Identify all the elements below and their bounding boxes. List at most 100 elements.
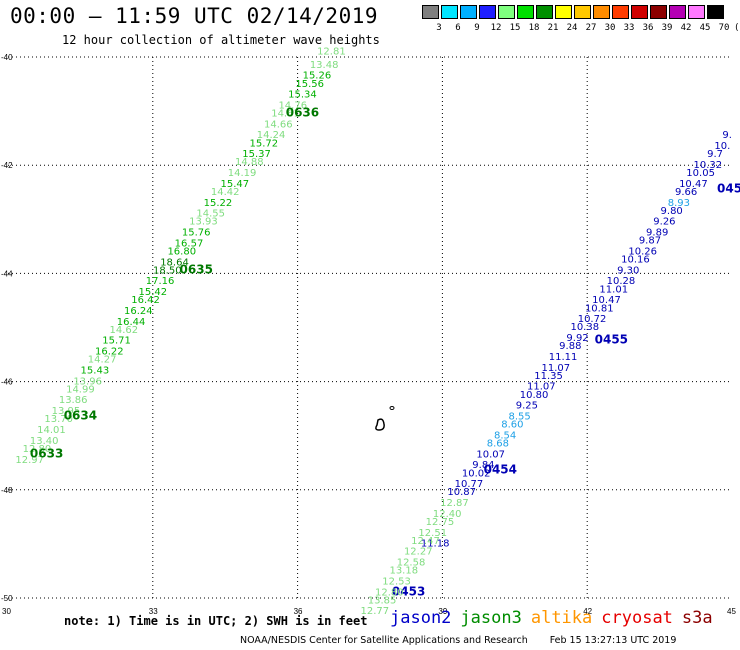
wave-height-value: 9.66	[675, 187, 697, 198]
wave-height-value: 12.77	[361, 606, 390, 617]
wave-height-value: 8.54	[494, 430, 516, 441]
wave-height-value: 10.81	[585, 303, 614, 314]
lon-label: 33	[149, 607, 158, 616]
wave-height-value: 10.47	[592, 295, 621, 306]
wave-height-value: 10.05	[686, 168, 715, 179]
scale-label: 9	[474, 23, 480, 33]
wave-height-value: 16.24	[124, 306, 153, 317]
wave-height-value: 13.70	[44, 414, 73, 425]
wave-height-value: 15.71	[102, 336, 131, 347]
scale-swatch	[498, 5, 515, 19]
wave-height-value: 14.61	[271, 109, 300, 120]
wave-height-value: 10.72	[578, 314, 607, 325]
wave-height-value: 10.87	[447, 487, 476, 498]
scale-swatch	[669, 5, 686, 19]
wave-height-value: 9.88	[559, 341, 581, 352]
wave-height-value: 12.80	[23, 444, 52, 455]
wave-height-value: 10.32	[694, 160, 723, 171]
scale-swatch	[441, 5, 458, 19]
wave-height-value: 13.93	[189, 217, 218, 228]
wave-height-value: 11.35	[534, 371, 563, 382]
wave-height-value: 10.80	[520, 390, 549, 401]
island-shape	[389, 406, 395, 410]
lat-label: -46	[1, 378, 13, 387]
pass-time-label: 0455	[595, 333, 628, 347]
wave-height-value: 18.50	[153, 265, 182, 276]
wave-height-value: 15.37	[242, 149, 271, 160]
wave-height-value: 13.40	[30, 436, 59, 447]
wave-height-value: 11.18	[421, 539, 450, 550]
scale-label: 15	[509, 23, 521, 33]
scale-label: 18	[528, 23, 540, 33]
footnote: note: 1) Time is in UTC; 2) SWH is in fe…	[64, 614, 368, 628]
scale-label: 12	[490, 23, 502, 33]
wave-height-value: 9.89	[646, 228, 668, 239]
wave-height-value: 16.44	[117, 317, 146, 328]
scale-swatch	[555, 5, 572, 19]
wave-height-value: 14.99	[66, 384, 95, 395]
page-title: 00:00 – 11:59 UTC 02/14/2019	[10, 4, 379, 28]
wave-height-value: 12.80	[375, 587, 404, 598]
lat-label: -42	[1, 161, 13, 170]
wave-height-value: 10.28	[607, 276, 636, 287]
wave-height-value: 16.22	[95, 347, 124, 358]
wave-height-value: 14.62	[110, 325, 139, 336]
wave-height-value: 13.18	[389, 566, 418, 577]
wave-height-value: 10.26	[628, 246, 657, 257]
wave-height-value: 10.77	[455, 479, 484, 490]
wave-height-value: 15.22	[204, 198, 233, 209]
scale-swatch	[612, 5, 629, 19]
lat-label: -50	[1, 594, 13, 603]
wave-height-value: 15.72	[249, 138, 278, 149]
wave-height-value: 12.47	[411, 536, 440, 547]
scale-swatch	[460, 5, 477, 19]
wave-height-value: 8.55	[508, 411, 530, 422]
wave-height-value: 12.81	[317, 46, 346, 57]
pass-time-label: 0453	[392, 584, 425, 598]
wave-height-value: 12.27	[404, 547, 433, 558]
wave-height-value: 14.24	[257, 130, 286, 141]
wave-height-value: 9.	[722, 130, 732, 141]
scale-label: 6	[455, 23, 461, 33]
wave-height-value: 11.07	[542, 363, 571, 374]
timestamp: Feb 15 13:27:13 UTC 2019	[549, 635, 677, 646]
wave-height-value: 13.95	[52, 406, 81, 417]
wave-height-value: 15.43	[81, 365, 110, 376]
wave-height-value: 16.42	[131, 295, 160, 306]
scale-swatch	[593, 5, 610, 19]
wave-height-value: 8.60	[501, 420, 523, 431]
scale-swatch	[479, 5, 496, 19]
wave-height-value: 15.47	[221, 179, 250, 190]
lon-label: 39	[438, 607, 447, 616]
lon-label: 36	[294, 607, 303, 616]
wave-height-value: 10.	[714, 141, 730, 152]
legend-s3a: s3a	[681, 608, 713, 628]
wave-height-value: 11.07	[527, 382, 556, 393]
lon-label: 42	[583, 607, 592, 616]
scale-swatch	[536, 5, 553, 19]
wave-height-value: 12.87	[440, 498, 469, 509]
lat-label: -48	[1, 486, 13, 495]
wave-height-value: 10.16	[621, 255, 650, 266]
lat-label: -44	[1, 269, 13, 278]
satellite-legend: jason2 jason3 altika cryosat s3a	[390, 608, 722, 628]
wave-height-value: 12.58	[397, 558, 426, 569]
scale-swatch	[517, 5, 534, 19]
scale-swatch	[688, 5, 705, 19]
wave-height-value: 10.07	[476, 449, 505, 460]
scale-label: 70	[718, 23, 730, 33]
wave-height-value: 14.88	[235, 157, 264, 168]
wave-height-value: 14.55	[196, 209, 225, 220]
pass-time-label: 0636	[286, 106, 319, 120]
pass-time-label: 0633	[30, 446, 63, 460]
scale-label: 45	[699, 23, 711, 33]
legend-jason2: jason2	[390, 608, 452, 628]
legend-altika: altika	[530, 608, 593, 628]
wave-height-value: 11.01	[599, 284, 628, 295]
wave-height-value: 9.26	[653, 217, 675, 228]
wave-height-value: 13.85	[368, 595, 397, 606]
credit-line: NOAA/NESDIS Center for Satellite Applica…	[240, 635, 698, 646]
scale-swatch	[707, 5, 724, 19]
wave-height-value: 13.96	[73, 376, 102, 387]
